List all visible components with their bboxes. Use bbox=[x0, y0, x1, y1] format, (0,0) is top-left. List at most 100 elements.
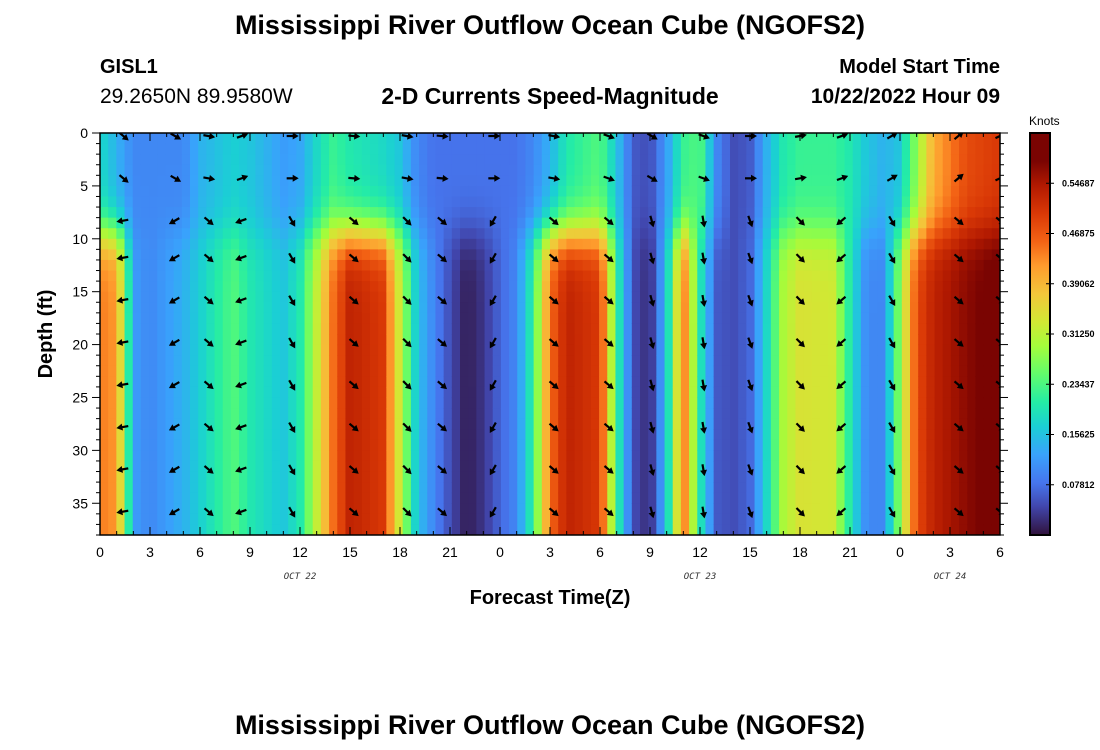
heatmap-cell bbox=[370, 386, 379, 399]
heatmap-cell bbox=[599, 217, 608, 229]
heatmap-cell bbox=[852, 365, 862, 377]
heatmap-cell bbox=[901, 291, 911, 303]
heatmap-cell bbox=[607, 418, 617, 430]
heatmap-cell bbox=[615, 175, 625, 187]
heatmap-cell bbox=[615, 270, 625, 282]
heatmap-cell bbox=[844, 429, 854, 441]
heatmap-cell bbox=[427, 228, 437, 240]
heatmap-cell bbox=[967, 365, 977, 377]
heatmap-cell bbox=[550, 154, 559, 166]
heatmap-cell bbox=[950, 429, 960, 441]
heatmap-cell bbox=[108, 228, 117, 240]
heatmap-cell bbox=[926, 344, 936, 356]
heatmap-cell bbox=[664, 281, 674, 293]
heatmap-cell bbox=[312, 408, 322, 420]
heatmap-cell bbox=[304, 365, 314, 377]
heatmap-cell bbox=[664, 503, 674, 515]
heatmap-cell bbox=[934, 524, 944, 535]
heatmap-cell bbox=[361, 365, 371, 377]
heatmap-cell bbox=[263, 291, 273, 303]
heatmap-cell bbox=[574, 365, 584, 377]
heatmap-cell bbox=[541, 238, 551, 250]
heatmap-cell bbox=[468, 185, 477, 198]
current-vector-arrow bbox=[700, 506, 707, 519]
heatmap-cell bbox=[705, 249, 715, 261]
heatmap-cell bbox=[427, 439, 437, 451]
heatmap-cell bbox=[713, 397, 723, 409]
heatmap-cell bbox=[820, 196, 829, 208]
y-tick-label: 20 bbox=[72, 337, 88, 353]
heatmap-cell bbox=[517, 482, 527, 494]
heatmap-cell bbox=[394, 259, 404, 272]
current-vector-arrow bbox=[437, 380, 447, 390]
heatmap-cell bbox=[500, 238, 510, 250]
heatmap-cell bbox=[975, 355, 985, 367]
heatmap-cell bbox=[730, 143, 739, 155]
heatmap-cell bbox=[828, 460, 837, 473]
heatmap-cell bbox=[149, 196, 158, 208]
heatmap-cell bbox=[222, 513, 232, 526]
heatmap-cell bbox=[492, 418, 502, 430]
colorbar-unit-label: Knots bbox=[1029, 114, 1060, 128]
heatmap-cell bbox=[770, 503, 780, 515]
heatmap-cell bbox=[566, 302, 576, 314]
heatmap-cell bbox=[288, 270, 297, 282]
current-vector-arrow bbox=[489, 379, 497, 391]
heatmap-cell bbox=[770, 228, 780, 240]
heatmap-cell bbox=[885, 439, 895, 451]
heatmap-cell bbox=[140, 397, 150, 409]
heatmap-cell bbox=[721, 408, 731, 420]
heatmap-cell bbox=[754, 270, 764, 282]
heatmap-cell bbox=[746, 143, 756, 155]
current-vector-arrow bbox=[648, 215, 656, 228]
heatmap-cell bbox=[607, 513, 617, 526]
heatmap-cell bbox=[820, 228, 829, 240]
heatmap-cell bbox=[795, 259, 805, 272]
heatmap-cell bbox=[991, 217, 1000, 229]
heatmap-cell bbox=[525, 291, 535, 303]
heatmap-cell bbox=[656, 217, 666, 229]
heatmap-cell bbox=[435, 429, 445, 441]
heatmap-cell bbox=[149, 259, 158, 272]
heatmap-cell bbox=[975, 492, 985, 504]
heatmap-cell bbox=[271, 492, 281, 504]
heatmap-cell bbox=[967, 291, 977, 303]
heatmap-cell bbox=[754, 503, 764, 515]
y-tick-label: 0 bbox=[80, 125, 88, 141]
heatmap-cell bbox=[173, 164, 183, 176]
heatmap-cell bbox=[926, 482, 936, 494]
heatmap-cell bbox=[132, 450, 142, 462]
heatmap-cell bbox=[427, 397, 437, 409]
heatmap-cell bbox=[844, 291, 854, 303]
heatmap-cell bbox=[116, 164, 126, 176]
heatmap-cell bbox=[132, 302, 142, 314]
heatmap-cell bbox=[811, 334, 821, 346]
heatmap-cell bbox=[157, 302, 167, 314]
heatmap-cell bbox=[337, 154, 347, 166]
heatmap-cell bbox=[550, 450, 559, 462]
y-tick-label: 25 bbox=[72, 389, 88, 405]
heatmap-cell bbox=[754, 344, 764, 356]
heatmap-cell bbox=[566, 154, 576, 166]
heatmap-cell bbox=[476, 312, 486, 325]
heatmap-cell bbox=[271, 365, 281, 377]
heatmap-cell bbox=[803, 524, 813, 535]
heatmap-cell bbox=[893, 418, 903, 430]
heatmap-cell bbox=[869, 429, 878, 441]
heatmap-cell bbox=[157, 460, 167, 473]
heatmap-cell bbox=[779, 217, 788, 229]
heatmap-cell bbox=[721, 397, 731, 409]
heatmap-cell bbox=[795, 429, 805, 441]
heatmap-cell bbox=[312, 334, 322, 346]
heatmap-cell bbox=[198, 217, 207, 229]
heatmap-cell bbox=[190, 355, 199, 367]
heatmap-cell bbox=[361, 207, 371, 219]
heatmap-cell bbox=[656, 323, 666, 335]
heatmap-cell bbox=[500, 291, 510, 303]
heatmap-cell bbox=[754, 133, 764, 145]
heatmap-cell bbox=[419, 143, 428, 155]
heatmap-cell bbox=[492, 133, 502, 145]
heatmap-cell bbox=[419, 228, 428, 240]
heatmap-cell bbox=[402, 344, 412, 356]
heatmap-cell bbox=[361, 249, 371, 261]
